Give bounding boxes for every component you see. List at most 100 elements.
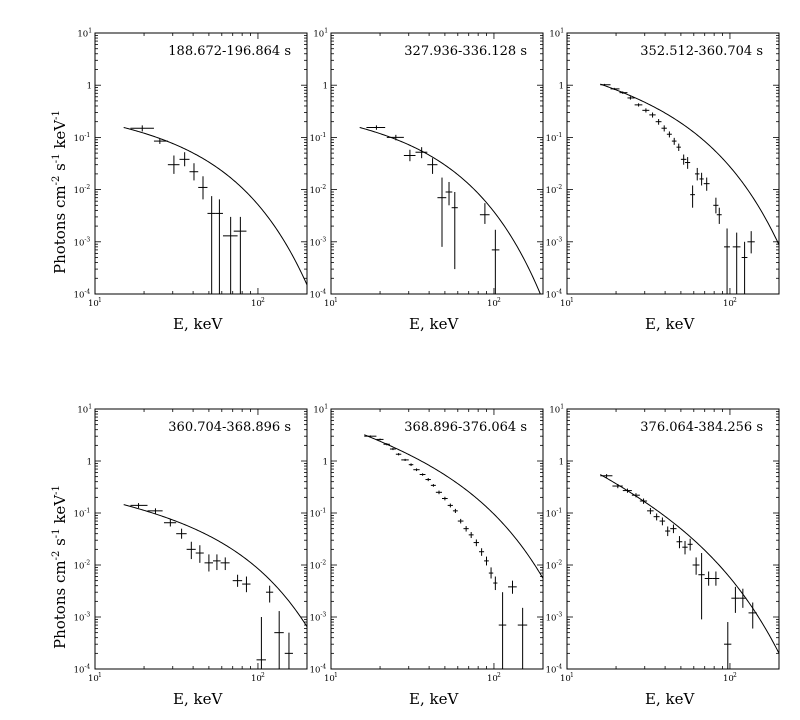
- data-point: [741, 241, 748, 294]
- y-tick-label: 10: [546, 186, 557, 196]
- y-tick-label: 10: [310, 238, 321, 248]
- y-tick-label-exponent: 1: [560, 28, 564, 35]
- y-tick-label-exponent: -2: [556, 560, 562, 567]
- data-point: [427, 158, 438, 174]
- data-point: [419, 473, 426, 476]
- plot-frame: [94, 408, 308, 670]
- y-tick-label: 10: [74, 510, 85, 520]
- data-point: [452, 508, 458, 513]
- model-curve: [364, 434, 543, 579]
- data-point: [493, 576, 498, 591]
- data-point: [479, 548, 485, 556]
- panel-title: 327.936-336.128 s: [404, 44, 527, 59]
- data-point: [712, 571, 720, 586]
- data-point: [665, 526, 671, 537]
- x-tick-label-exponent: 1: [334, 297, 338, 304]
- x-tick-label: 10: [723, 674, 734, 684]
- data-point: [265, 585, 274, 603]
- data-point: [685, 157, 691, 169]
- y-axis-label: Photons cm-2 s-1 keV-1: [51, 110, 69, 274]
- data-point: [179, 152, 190, 167]
- y-tick-label: 1: [323, 82, 328, 92]
- y-tick-label: 10: [310, 134, 321, 144]
- y-tick-label: 10: [313, 30, 324, 40]
- y-tick-label-exponent: -2: [84, 560, 90, 567]
- x-axis-label: E, keV: [173, 690, 223, 708]
- data-point: [694, 167, 700, 181]
- data-point: [153, 138, 168, 144]
- data-point: [447, 503, 453, 508]
- x-axis-label: E, keV: [645, 315, 695, 333]
- data-point: [186, 541, 196, 560]
- y-axis-label: Photons cm-2 s-1 keV-1: [51, 485, 69, 649]
- x-tick-label-exponent: 2: [733, 297, 737, 304]
- data-point: [376, 438, 384, 441]
- data-point: [222, 216, 238, 294]
- y-tick-label-exponent: -2: [320, 560, 326, 567]
- x-tick-label-exponent: 2: [733, 672, 737, 679]
- y-tick-label-exponent: -3: [84, 236, 90, 243]
- data-point: [366, 125, 386, 130]
- data-point: [189, 163, 199, 181]
- y-tick-label: 10: [74, 134, 85, 144]
- model-curve: [600, 83, 779, 246]
- x-tick-label-exponent: 2: [261, 672, 265, 679]
- x-tick-label: 10: [560, 299, 571, 309]
- x-tick-label: 10: [251, 299, 262, 309]
- data-point: [176, 528, 187, 539]
- y-tick-label: 1: [323, 458, 328, 468]
- data-point: [659, 517, 666, 526]
- data-point: [610, 87, 620, 90]
- data-point: [167, 155, 180, 174]
- data-point: [653, 513, 660, 521]
- data-point: [413, 468, 420, 472]
- data-point: [600, 474, 613, 478]
- data-point: [748, 602, 757, 629]
- model-curve: [359, 126, 541, 294]
- y-tick-label-exponent: -4: [84, 289, 90, 296]
- y-tick-label: 10: [310, 666, 321, 676]
- y-tick-label: 10: [313, 406, 324, 416]
- y-tick-label-exponent: -1: [84, 132, 90, 139]
- data-point: [284, 632, 293, 669]
- x-tick-label-exponent: 1: [98, 297, 102, 304]
- data-point: [403, 149, 416, 162]
- data-point: [724, 228, 730, 294]
- x-tick-label: 10: [487, 674, 498, 684]
- data-point: [215, 199, 223, 294]
- y-tick-label-exponent: -3: [320, 236, 326, 243]
- y-tick-label-exponent: -2: [556, 184, 562, 191]
- data-point: [491, 229, 500, 294]
- y-tick-label-exponent: -3: [556, 612, 562, 619]
- data-point: [666, 131, 672, 138]
- x-tick-label-exponent: 1: [334, 672, 338, 679]
- data-point: [631, 493, 640, 498]
- data-point: [671, 137, 677, 145]
- y-tick-label-exponent: -2: [84, 184, 90, 191]
- y-tick-label-exponent: 1: [324, 404, 328, 411]
- x-tick-label-exponent: 2: [261, 297, 265, 304]
- data-point: [704, 571, 713, 586]
- y-tick-label: 10: [549, 30, 560, 40]
- plot-frame: [566, 408, 780, 670]
- data-point: [627, 96, 635, 100]
- y-tick-label: 10: [546, 134, 557, 144]
- x-tick-label-exponent: 1: [570, 672, 574, 679]
- y-tick-label: 10: [310, 186, 321, 196]
- data-point: [468, 532, 474, 539]
- data-point: [634, 103, 643, 107]
- y-tick-label: 10: [74, 666, 85, 676]
- data-point: [442, 496, 448, 501]
- data-point: [732, 232, 741, 294]
- plot-frame: [566, 32, 780, 295]
- y-tick-label-exponent: -4: [556, 289, 562, 296]
- y-tick-label-exponent: -2: [320, 184, 326, 191]
- data-point: [445, 181, 453, 206]
- y-tick-label-exponent: -4: [556, 664, 562, 671]
- data-point: [698, 553, 705, 620]
- data-point: [647, 507, 654, 515]
